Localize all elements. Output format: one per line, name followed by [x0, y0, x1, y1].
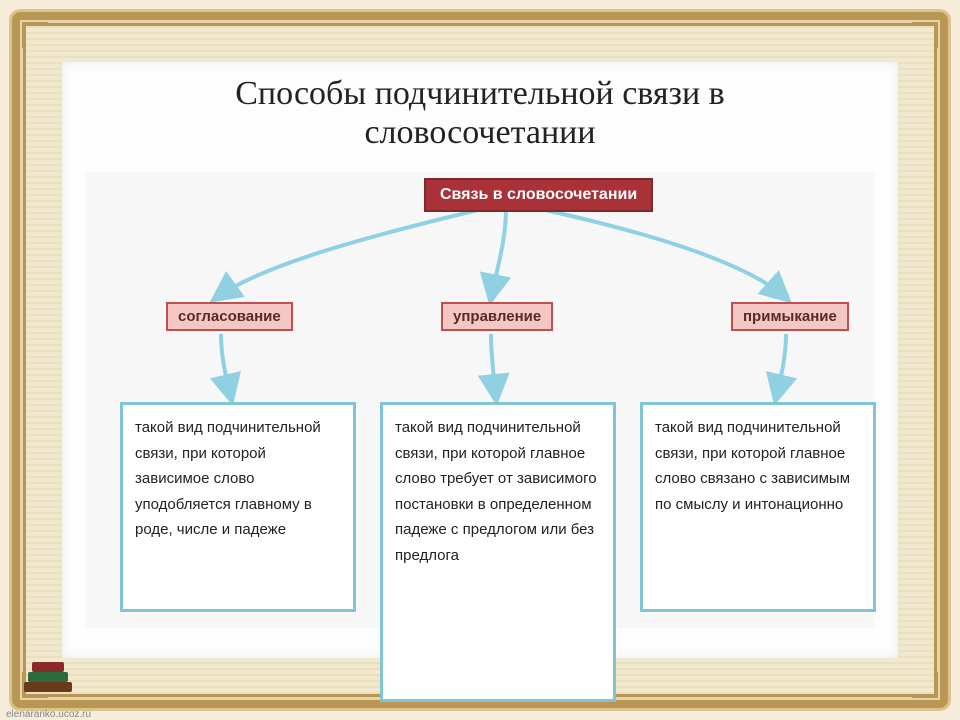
mid-node-government: управление [441, 302, 553, 331]
root-label: Связь в словосочетании [440, 186, 637, 203]
title-line-2: словосочетании [62, 113, 898, 152]
mid-label: управление [453, 308, 541, 325]
leaf-text: такой вид подчинительной связи, при кото… [135, 419, 321, 538]
corner-decoration [912, 22, 938, 48]
credit-text: elenaranko.ucoz.ru [6, 709, 91, 720]
content-panel: Способы подчинительной связи в словосоче… [62, 62, 898, 658]
diagram-area: Связь в словосочетании согласование упра… [86, 172, 874, 628]
mid-node-agreement: согласование [166, 302, 293, 331]
leaf-node-government: такой вид подчинительной связи, при кото… [380, 402, 616, 702]
leaf-node-agreement: такой вид подчинительной связи, при кото… [120, 402, 356, 612]
mid-label: согласование [178, 308, 281, 325]
books-icon [22, 656, 82, 698]
corner-decoration [22, 22, 48, 48]
mid-node-adjunction: примыкание [731, 302, 849, 331]
ornate-frame: Способы подчинительной связи в словосоче… [12, 12, 948, 708]
title-line-1: Способы подчинительной связи в [62, 74, 898, 113]
leaf-node-adjunction: такой вид подчинительной связи, при кото… [640, 402, 876, 612]
mid-label: примыкание [743, 308, 837, 325]
leaf-text: такой вид подчинительной связи, при кото… [395, 419, 597, 564]
root-node: Связь в словосочетании [424, 178, 653, 212]
page-title: Способы подчинительной связи в словосоче… [62, 74, 898, 152]
leaf-text: такой вид подчинительной связи, при кото… [655, 419, 850, 513]
